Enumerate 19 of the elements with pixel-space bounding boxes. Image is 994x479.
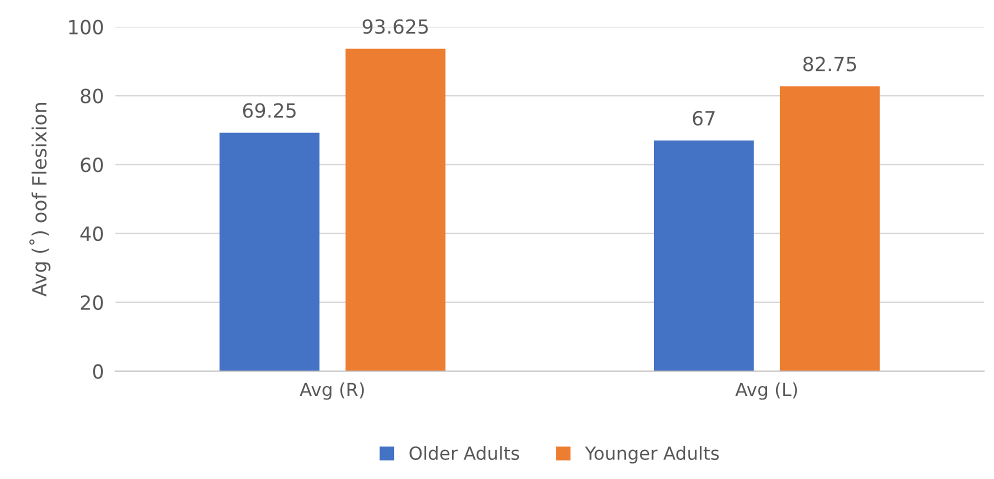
bar [220,132,320,372]
y-tick-label: 100 [69,20,103,34]
y-tick-label: 20 [80,295,103,310]
data-label: 93.625 [362,19,428,34]
x-tick-label: Avg (R) [300,382,364,400]
legend-label: Older Adults [410,446,520,460]
bar [654,140,754,372]
data-label: 82.75 [803,56,856,72]
y-tick-label: 0 [93,364,103,379]
data-label: 67 [692,110,715,126]
bar [780,86,880,372]
y-tick-label: 60 [80,158,103,172]
y-tick-label: 40 [80,226,103,242]
y-tick-label: 80 [80,88,103,104]
x-tick-label: Avg (L) [735,382,797,400]
data-label: 69.25 [243,103,296,118]
y-axis-title: Avg (˚) oof Flesixion [29,103,50,297]
legend-label: Younger Adults [584,446,719,464]
bar [346,48,446,372]
